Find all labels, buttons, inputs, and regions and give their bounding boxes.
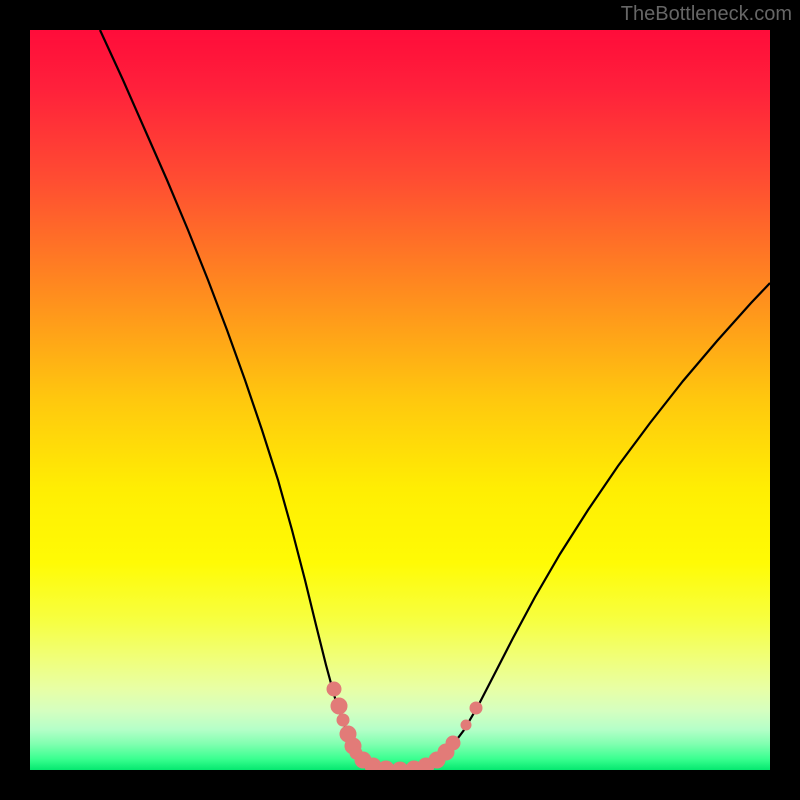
bottleneck-chart (0, 0, 800, 800)
data-dot (470, 702, 482, 714)
data-dot (337, 714, 349, 726)
data-dot (461, 720, 471, 730)
data-dot (446, 736, 460, 750)
chart-plot-background (30, 30, 770, 770)
data-dot (327, 682, 341, 696)
data-dot (331, 698, 347, 714)
watermark-text: TheBottleneck.com (621, 3, 792, 26)
